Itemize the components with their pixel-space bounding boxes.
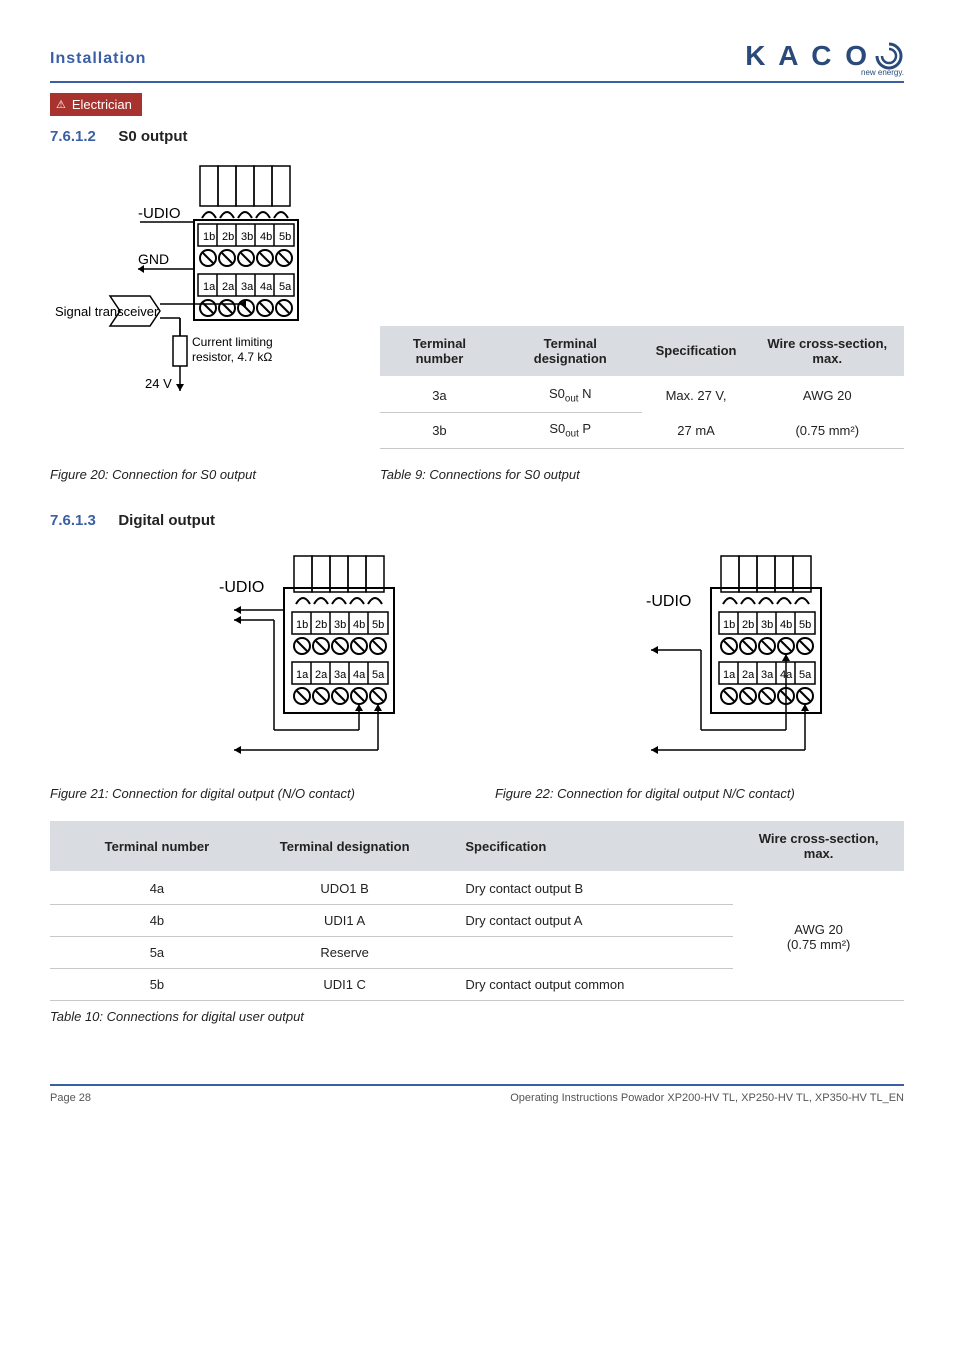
section-num: 7.6.1.2 (50, 128, 96, 145)
th-specification: Specification (451, 821, 733, 872)
badge-text: Electrician (72, 97, 132, 112)
svg-text:2b: 2b (742, 619, 754, 631)
page-footer: Page 28 Operating Instructions Powador X… (50, 1084, 904, 1104)
electrician-badge: ⚠ Electrician (50, 93, 142, 116)
footer-page: Page 28 (50, 1092, 91, 1104)
table-10: Terminal number Terminal designation Spe… (50, 821, 904, 1001)
svg-text:5b: 5b (799, 619, 811, 631)
table-9-caption: Table 9: Connections for S0 output (380, 467, 904, 482)
th-terminal-designation: Terminal designation (499, 326, 642, 377)
svg-text:-UDIO: -UDIO (219, 579, 264, 596)
svg-text:24 V: 24 V (145, 376, 172, 391)
logo-text: K A C O (745, 40, 870, 72)
figure-20-caption: Figure 20: Connection for S0 output (50, 467, 350, 482)
th-terminal-designation: Terminal designation (238, 821, 452, 872)
svg-text:Current limiting: Current limiting (192, 335, 273, 349)
svg-text:1a: 1a (723, 669, 736, 681)
svg-text:resistor, 4.7 kΩ: resistor, 4.7 kΩ (192, 350, 272, 364)
logo-swirl-icon (874, 41, 904, 71)
svg-text:2b: 2b (315, 619, 327, 631)
svg-text:5b: 5b (372, 619, 384, 631)
gnd-label: GND (138, 251, 169, 267)
svg-text:3a: 3a (761, 669, 774, 681)
warning-icon: ⚠ (56, 98, 66, 111)
svg-text:Signal transceiver: Signal transceiver (55, 304, 159, 319)
svg-text:3b: 3b (761, 619, 773, 631)
udio-label: -UDIO (138, 205, 181, 222)
svg-text:4a: 4a (260, 281, 273, 293)
section-s0-heading: 7.6.1.2 S0 output (50, 128, 904, 146)
svg-text:4a: 4a (353, 669, 366, 681)
figure-21: -UDIO 1b 2b 3b 4b 5b 1a 2a 3a 4a 5a (164, 550, 424, 770)
svg-text:3a: 3a (241, 281, 254, 293)
svg-text:1b: 1b (296, 619, 308, 631)
svg-text:5a: 5a (799, 669, 812, 681)
table-9: Terminal number Terminal designation Spe… (380, 326, 904, 449)
svg-text:1a: 1a (203, 281, 216, 293)
svg-text:5b: 5b (279, 231, 291, 243)
svg-text:4b: 4b (260, 231, 272, 243)
svg-text:3b: 3b (334, 619, 346, 631)
svg-text:2a: 2a (742, 669, 755, 681)
section-num: 7.6.1.3 (50, 512, 96, 529)
table-row: 3b S0out P 27 mA (0.75 mm²) (380, 413, 904, 449)
svg-text:4b: 4b (780, 619, 792, 631)
svg-text:2a: 2a (315, 669, 328, 681)
section-title: S0 output (118, 128, 187, 145)
svg-text:-UDIO: -UDIO (646, 593, 691, 610)
page-header: Installation K A C O new energy. (50, 40, 904, 83)
section-title: Digital output (118, 512, 215, 529)
footer-doc: Operating Instructions Powador XP200-HV … (510, 1092, 904, 1104)
table-row: 3a S0out N Max. 27 V, AWG 20 (380, 377, 904, 413)
logo: K A C O new energy. (745, 40, 904, 77)
table-row: 4a UDO1 B Dry contact output B AWG 20 (0… (50, 872, 904, 905)
table-10-caption: Table 10: Connections for digital user o… (50, 1009, 904, 1024)
th-wire: Wire cross-section, max. (751, 326, 905, 377)
svg-text:5a: 5a (279, 281, 292, 293)
th-terminal-number: Terminal number (380, 326, 499, 377)
svg-text:3a: 3a (334, 669, 347, 681)
svg-text:1b: 1b (723, 619, 735, 631)
th-terminal-number: Terminal number (50, 821, 238, 872)
svg-text:4b: 4b (353, 619, 365, 631)
svg-text:2b: 2b (222, 231, 234, 243)
svg-text:3b: 3b (241, 231, 253, 243)
figure-21-caption: Figure 21: Connection for digital output… (50, 786, 355, 801)
svg-text:5a: 5a (372, 669, 385, 681)
header-title: Installation (50, 50, 146, 68)
svg-text:1b: 1b (203, 231, 215, 243)
th-specification: Specification (642, 326, 751, 377)
svg-text:2a: 2a (222, 281, 235, 293)
figure-22: -UDIO 1b2b3b4b5b 1a2a3a4a5a (591, 550, 851, 770)
figure-20: 1b 2b 3b 4b 5b 1a 2a 3a 4a 5a (50, 156, 350, 482)
section-digital-heading: 7.6.1.3 Digital output (50, 512, 904, 530)
figure-22-caption: Figure 22: Connection for digital output… (495, 786, 795, 801)
svg-text:1a: 1a (296, 669, 309, 681)
th-wire: Wire cross-section, max. (733, 821, 904, 872)
